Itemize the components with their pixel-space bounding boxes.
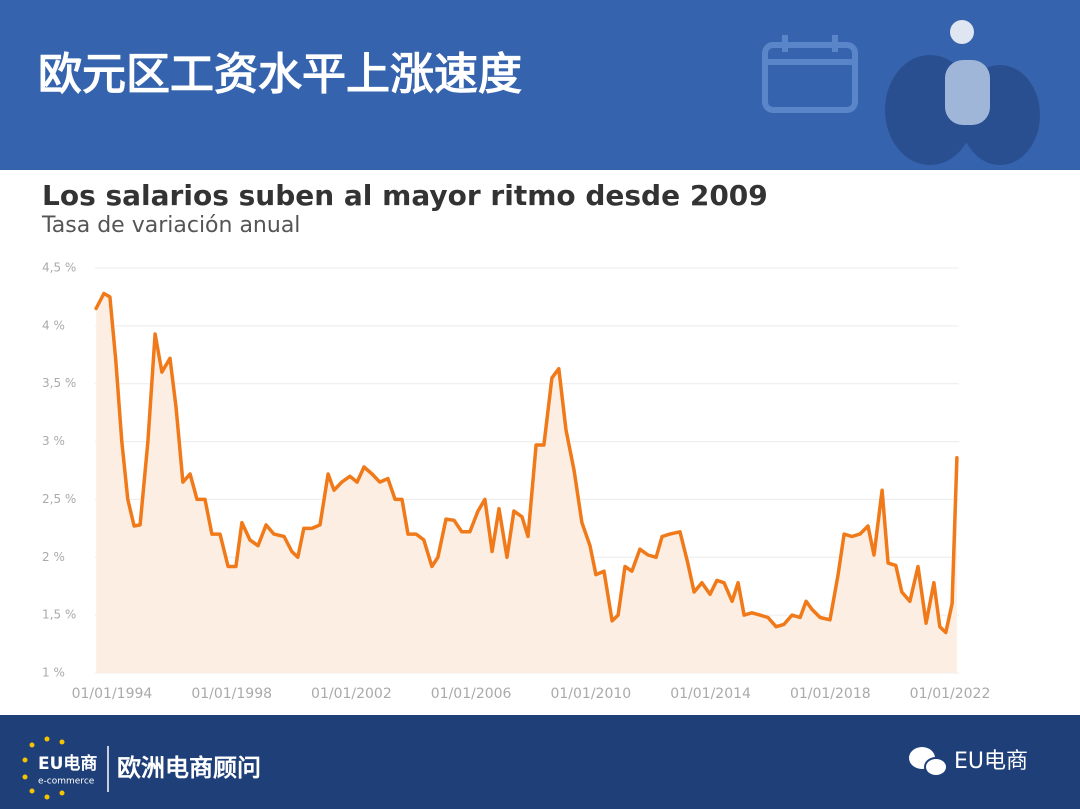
- x-tick-label: 01/01/2002: [311, 686, 392, 702]
- x-tick-label: 01/01/2018: [790, 686, 871, 702]
- wechat-icon: [909, 747, 948, 777]
- footer-banner: [0, 715, 1080, 809]
- y-tick-label: 3,5 %: [42, 376, 76, 390]
- x-tick-label: 01/01/2006: [431, 686, 512, 702]
- footer-brand: 欧洲电商顾问: [117, 754, 261, 782]
- logo-subtext: e-commerce: [38, 777, 95, 787]
- area: [96, 293, 957, 673]
- logo-stars: [22, 736, 65, 800]
- y-tick-label: 2,5 %: [42, 492, 76, 506]
- plot: 1 % 1,5 % 2 % 2,5 % 3 % 3,5 % 4 % 4,5 % 01/01/19…: [42, 261, 990, 703]
- header-title: 欧元区工资水平上涨速度: [38, 49, 522, 100]
- y-tick-label: 1,5 %: [42, 608, 76, 622]
- y-tick-label: 2 %: [42, 550, 65, 564]
- chart-title: Los salarios suben al mayor ritmo desde …: [42, 179, 768, 212]
- y-tick-label: 4 %: [42, 318, 65, 332]
- x-tick-label: 01/01/2014: [670, 686, 751, 702]
- x-tick-label: 01/01/2010: [550, 686, 631, 702]
- header-decoration: [762, 20, 1040, 165]
- y-tick-label: 4,5 %: [42, 261, 76, 275]
- footer-account: EU电商: [954, 749, 1028, 774]
- x-tick-label: 01/01/1994: [72, 686, 153, 702]
- x-tick-label: 01/01/2022: [910, 686, 991, 702]
- logo-text: EU电商: [38, 753, 97, 774]
- y-tick-label: 3 %: [42, 434, 65, 448]
- x-tick-label: 01/01/1998: [191, 686, 272, 702]
- line: [94, 291, 959, 635]
- y-tick-label: 1 %: [42, 666, 65, 680]
- chart-subtitle: Tasa de variación anual: [41, 213, 300, 238]
